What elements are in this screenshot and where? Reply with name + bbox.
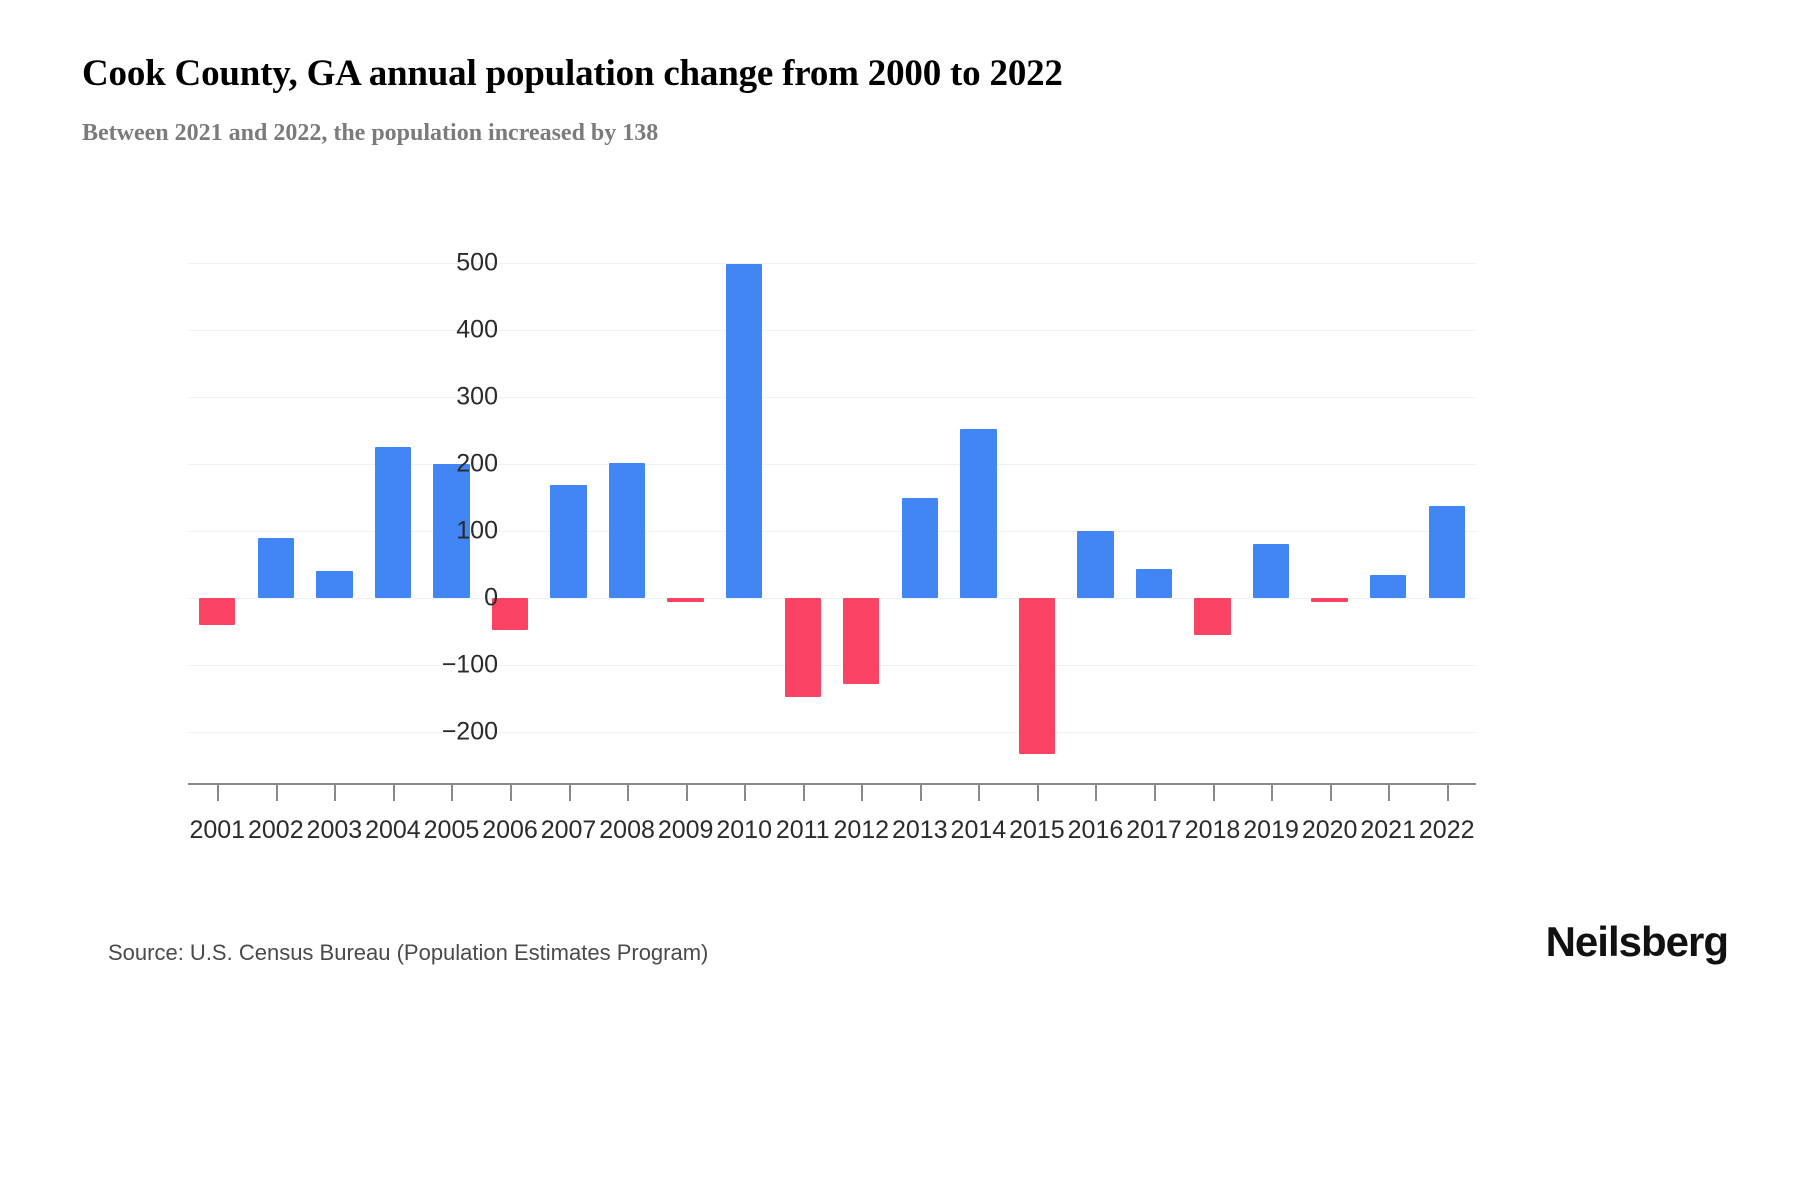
x-axis-tick-label: 2010: [716, 816, 772, 844]
bar-2020[interactable]: [1311, 598, 1348, 602]
x-axis-tick-mark: [392, 783, 395, 801]
bar-2017[interactable]: [1135, 568, 1173, 598]
x-axis-tick-mark: [802, 783, 805, 801]
x-axis-tick-mark: [1095, 783, 1098, 801]
gridline-300: [188, 397, 1476, 398]
brand-logo: Neilsberg: [1545, 918, 1729, 965]
gridline-200: [188, 464, 1476, 465]
x-axis-tick-label: 2002: [248, 816, 304, 844]
bar-2003[interactable]: [316, 571, 353, 598]
x-axis-tick-label: 2001: [189, 816, 246, 844]
y-axis-tick-label: 100: [456, 516, 498, 545]
x-axis-tick-mark: [1212, 783, 1215, 801]
x-axis-tick-mark: [510, 783, 512, 801]
x-axis-tick-mark: [1154, 783, 1156, 801]
x-axis-line: [188, 783, 1476, 785]
x-axis-tick-label: 2022: [1418, 816, 1475, 844]
page-subtitle: Between 2021 and 2022, the population in…: [82, 120, 659, 146]
y-axis-tick-label: 500: [456, 248, 498, 277]
bar-2022[interactable]: [1428, 505, 1465, 598]
x-axis-tick-label: 2018: [1184, 816, 1241, 844]
y-axis-tick-label: 200: [456, 449, 498, 478]
x-axis-tick-mark: [1271, 783, 1274, 801]
y-axis-tick-label: 400: [456, 315, 498, 344]
bar-2021[interactable]: [1370, 575, 1407, 598]
plot-area: [188, 263, 1476, 799]
bar-2005[interactable]: [433, 464, 470, 598]
y-axis-tick-label: 300: [456, 382, 498, 411]
x-axis-tick-label: 2020: [1301, 816, 1358, 844]
x-axis-tick-label: 2005: [423, 816, 480, 844]
x-axis-tick-label: 2014: [950, 816, 1007, 844]
x-axis-tick-mark: [1036, 783, 1039, 801]
gridline-400: [188, 330, 1476, 331]
bar-2001[interactable]: [199, 598, 236, 625]
x-axis-tick-mark: [334, 783, 337, 801]
x-axis-tick-mark: [685, 783, 688, 801]
source-note: Source: U.S. Census Bureau (Population E…: [108, 940, 709, 965]
gridline--200: [188, 732, 1476, 733]
page-title: Cook County, GA annual population change…: [82, 53, 1063, 94]
x-axis-tick-mark: [919, 783, 922, 801]
bar-2015[interactable]: [1018, 598, 1056, 755]
bar-2014[interactable]: [960, 429, 997, 598]
bar-2007[interactable]: [550, 485, 587, 598]
bar-2010[interactable]: [726, 263, 763, 598]
y-axis-tick-label: 0: [484, 583, 498, 612]
x-axis-tick-label: 2003: [306, 816, 363, 844]
x-axis-tick-mark: [275, 783, 278, 801]
x-axis-tick-mark: [627, 783, 630, 801]
x-axis-tick-label: 2008: [599, 816, 655, 844]
gridline--100: [188, 665, 1476, 666]
x-axis-tick-mark: [861, 783, 864, 801]
bar-2006[interactable]: [491, 598, 529, 631]
x-axis-tick-mark: [1329, 783, 1332, 801]
bar-2008[interactable]: [608, 463, 646, 598]
gridline-500: [188, 263, 1476, 264]
gridline-0: [188, 598, 1476, 599]
x-axis-tick-mark: [1446, 783, 1449, 801]
x-axis-tick-label: 2015: [1009, 816, 1065, 844]
bar-2013[interactable]: [901, 497, 938, 598]
bar-2019[interactable]: [1252, 543, 1290, 598]
bar-2018[interactable]: [1194, 598, 1231, 635]
x-axis-tick-mark: [744, 783, 747, 801]
y-axis-tick-label: −100: [441, 650, 498, 679]
bar-2004[interactable]: [374, 447, 412, 598]
x-axis-tick-label: 2009: [657, 816, 714, 844]
x-axis-tick-label: 2017: [1126, 816, 1182, 844]
bar-2011[interactable]: [784, 598, 821, 698]
x-axis-tick-label: 2007: [540, 816, 597, 844]
x-axis-tick-label: 2013: [892, 816, 948, 844]
x-axis-tick-label: 2021: [1360, 816, 1416, 844]
bar-2016[interactable]: [1077, 531, 1114, 598]
gridline-100: [188, 531, 1476, 532]
x-axis-tick-mark: [217, 783, 220, 801]
bar-2012[interactable]: [843, 598, 880, 684]
x-axis-tick-label: 2012: [833, 816, 890, 844]
bar-2002[interactable]: [257, 537, 294, 598]
x-axis-tick-mark: [1388, 783, 1391, 801]
x-axis-tick-label: 2006: [482, 816, 538, 844]
x-axis-tick-mark: [451, 783, 454, 801]
x-axis-tick-label: 2004: [365, 816, 421, 844]
x-axis-tick-label: 2011: [775, 816, 830, 844]
bar-series: [188, 263, 1476, 799]
y-axis-tick-label: −200: [441, 717, 498, 746]
x-axis-tick-label: 2019: [1243, 816, 1299, 844]
x-axis-tick-mark: [978, 783, 981, 801]
x-axis-tick-mark: [568, 783, 571, 801]
bar-2009[interactable]: [667, 598, 704, 602]
x-axis-tick-label: 2016: [1067, 816, 1124, 844]
